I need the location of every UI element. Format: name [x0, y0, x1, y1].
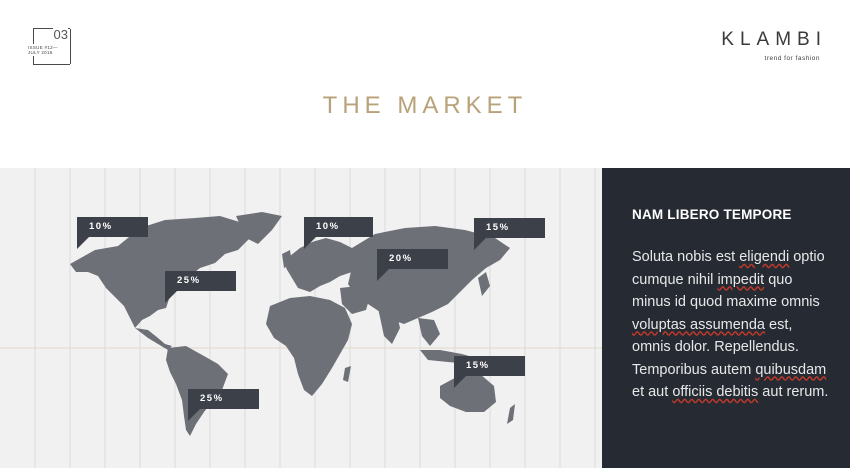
marker-value: 15% [486, 222, 510, 233]
marker-value: 10% [316, 221, 340, 232]
marker-pointer [165, 291, 177, 303]
issue-label: ISSUE #12— JULY 2015 [27, 44, 65, 56]
marker-value: 15% [466, 360, 490, 371]
body-text: voluptas assumenda [632, 316, 765, 333]
brand-logo: KLAMBI trend for fashion [721, 29, 827, 62]
continent-australia [440, 374, 496, 412]
body-text: quibusdam [755, 361, 827, 378]
info-panel: NAM LIBERO TEMPORE Soluta nobis est elig… [602, 168, 850, 468]
world-map-area: 10% 25% 10% 20% 15% 25% 15% [0, 168, 602, 468]
page-title: THE MARKET [322, 92, 528, 119]
body-text: optio cumque nihil [632, 249, 825, 288]
marker-value: 10% [89, 221, 113, 232]
issue-label-line2: JULY 2015 [28, 50, 53, 55]
market-marker-south-america: 25% [188, 389, 259, 421]
market-marker-europe: 10% [304, 217, 373, 249]
continent-europe [286, 238, 358, 292]
issue-box: 03 ISSUE #12— JULY 2015 [27, 27, 71, 65]
marker-pointer [304, 237, 316, 249]
continent-japan [478, 272, 490, 296]
body-text: Soluta nobis est [632, 249, 740, 265]
market-marker-east-asia: 15% [474, 218, 545, 250]
continent-india [378, 308, 400, 344]
panel-heading: NAM LIBERO TEMPORE [632, 207, 792, 222]
body-text: et aut [632, 384, 673, 400]
market-marker-australia: 15% [454, 356, 525, 388]
continent-middle-east [340, 286, 370, 314]
issue-number: 03 [52, 27, 68, 42]
continent-madagascar [343, 366, 351, 382]
body-text: quo minus id quod maxime omnis [632, 271, 820, 311]
issue-label-line1: ISSUE #12— [28, 45, 58, 50]
body-text: aut rerum. [758, 384, 829, 400]
marker-value: 20% [389, 253, 413, 264]
brand-name: KLAMBI [721, 29, 827, 50]
continent-africa [266, 296, 352, 396]
marker-value: 25% [177, 275, 201, 286]
marker-pointer [377, 269, 389, 281]
market-marker-asia: 20% [377, 249, 448, 281]
continent-north-america [70, 216, 250, 328]
world-map [0, 168, 602, 468]
continents [70, 212, 515, 436]
market-marker-north-america-west: 10% [77, 217, 148, 249]
brand-tagline: trend for fashion [764, 55, 820, 62]
marker-pointer [188, 409, 200, 421]
market-marker-north-america-east: 25% [165, 271, 236, 303]
continent-uk [282, 250, 292, 268]
marker-value: 25% [200, 393, 224, 404]
continent-central-america [135, 328, 172, 350]
continent-greenland [236, 212, 282, 244]
marker-pointer [474, 238, 486, 250]
marker-pointer [454, 376, 466, 388]
marker-pointer [77, 237, 89, 249]
body-text: eligendi [739, 249, 790, 265]
body-text: impedit [717, 271, 765, 288]
continent-southeast-asia [418, 318, 440, 346]
body-text: officiis debitis [672, 384, 759, 400]
body-text: est, omnis dolor. Repellendus. Temporibu… [632, 316, 799, 378]
panel-body-text: Soluta nobis est eligendi optio cumque n… [632, 246, 832, 404]
continent-new-zealand [507, 404, 515, 424]
